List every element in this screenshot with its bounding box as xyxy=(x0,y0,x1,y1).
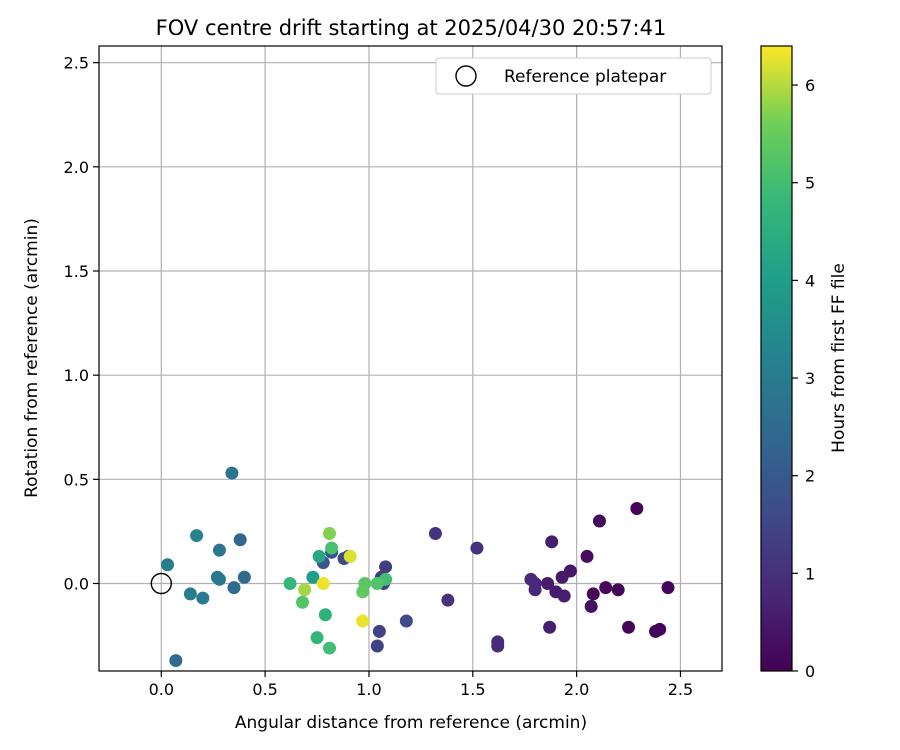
scatter-point xyxy=(491,639,505,653)
data-points xyxy=(161,466,675,668)
scatter-point xyxy=(653,622,667,636)
y-tick-label: 0.5 xyxy=(64,470,89,489)
scatter-point xyxy=(543,620,557,634)
scatter-point xyxy=(586,587,600,601)
scatter-point xyxy=(470,541,484,555)
scatter-point xyxy=(298,583,312,597)
scatter-point xyxy=(161,558,175,572)
scatter-point xyxy=(584,599,598,613)
scatter-point xyxy=(557,589,571,603)
scatter-point xyxy=(296,595,310,609)
scatter-point xyxy=(323,641,337,655)
colorbar: 0 1 2 3 4 5 6 Hours from first FF file xyxy=(760,45,849,681)
scatter-point xyxy=(541,577,555,590)
scatter-point xyxy=(169,654,183,668)
colorbar-tick-label: 3 xyxy=(805,369,815,388)
chart-title: FOV centre drift starting at 2025/04/30 … xyxy=(156,16,667,40)
scatter-point xyxy=(323,527,337,540)
scatter-point xyxy=(441,593,455,607)
scatter-point xyxy=(580,549,594,563)
colorbar-tick-label: 5 xyxy=(805,174,815,193)
scatter-point xyxy=(318,608,332,622)
scatter-point xyxy=(370,577,384,590)
scatter-point xyxy=(592,514,606,528)
scatter-point xyxy=(545,535,559,549)
colorbar-ticks: 0 1 2 3 4 5 6 xyxy=(792,76,815,681)
scatter-point xyxy=(661,581,675,595)
scatter-point xyxy=(379,560,393,574)
scatter-point xyxy=(212,543,226,557)
x-tick-label: 1.0 xyxy=(356,680,381,699)
scatter-point xyxy=(196,591,210,605)
scatter-point xyxy=(343,549,357,563)
x-tick-label: 0.0 xyxy=(149,680,174,699)
x-axis-ticks: 0.0 0.5 1.0 1.5 2.0 2.5 xyxy=(149,671,693,699)
scatter-point xyxy=(370,639,384,653)
y-tick-label: 1.5 xyxy=(64,262,89,281)
scatter-point xyxy=(630,502,644,515)
legend-marker-icon xyxy=(455,65,477,87)
scatter-point xyxy=(183,587,197,601)
legend: Reference platepar xyxy=(435,57,712,95)
x-tick-label: 1.5 xyxy=(460,680,485,699)
colorbar-tick-label: 2 xyxy=(805,467,815,486)
x-tick-label: 0.5 xyxy=(252,680,277,699)
scatter-point xyxy=(528,583,542,597)
scatter-point xyxy=(225,466,239,480)
scatter-point xyxy=(611,583,625,597)
x-tick-label: 2.5 xyxy=(668,680,693,699)
scatter-point xyxy=(190,529,204,543)
scatter-point xyxy=(233,533,247,547)
reference-marker xyxy=(150,572,173,595)
colorbar-label: Hours from first FF file xyxy=(829,263,849,453)
scatter-point xyxy=(306,570,320,584)
colorbar-tick-label: 6 xyxy=(805,76,815,95)
scatter-point xyxy=(237,570,251,584)
y-tick-label: 1.0 xyxy=(64,366,89,385)
grid-lines xyxy=(99,46,722,671)
y-tick-label: 2.5 xyxy=(64,54,89,73)
scatter-point xyxy=(599,581,613,595)
scatter-point xyxy=(325,541,339,555)
scatter-point xyxy=(622,620,636,634)
colorbar-gradient xyxy=(760,45,793,672)
scatter-point xyxy=(227,581,241,595)
scatter-point xyxy=(283,577,297,590)
scatter-point xyxy=(316,577,330,590)
x-tick-label: 2.0 xyxy=(564,680,589,699)
reference-layer xyxy=(150,572,173,595)
y-axis-ticks: 0.0 0.5 1.0 1.5 2.0 2.5 xyxy=(64,54,99,594)
y-tick-label: 0.0 xyxy=(64,575,89,594)
scatter-point xyxy=(372,624,386,638)
y-tick-label: 2.0 xyxy=(64,158,89,177)
scatter-point xyxy=(312,549,326,563)
scatter-point xyxy=(212,572,226,586)
colorbar-tick-label: 1 xyxy=(805,564,815,583)
y-axis-label: Rotation from reference (arcmin) xyxy=(22,218,42,498)
scatter-point xyxy=(310,631,324,645)
plot-frame xyxy=(98,45,723,672)
x-axis-label: Angular distance from reference (arcmin) xyxy=(235,713,587,733)
legend-entry: Reference platepar xyxy=(504,67,666,87)
colorbar-tick-label: 4 xyxy=(805,271,815,290)
scatter-point xyxy=(356,614,370,628)
scatter-point xyxy=(555,570,569,584)
scatter-point xyxy=(356,585,370,599)
colorbar-tick-label: 0 xyxy=(805,662,815,681)
scatter-point xyxy=(428,527,442,540)
legend-box xyxy=(435,57,712,95)
scatter-point xyxy=(399,614,413,628)
